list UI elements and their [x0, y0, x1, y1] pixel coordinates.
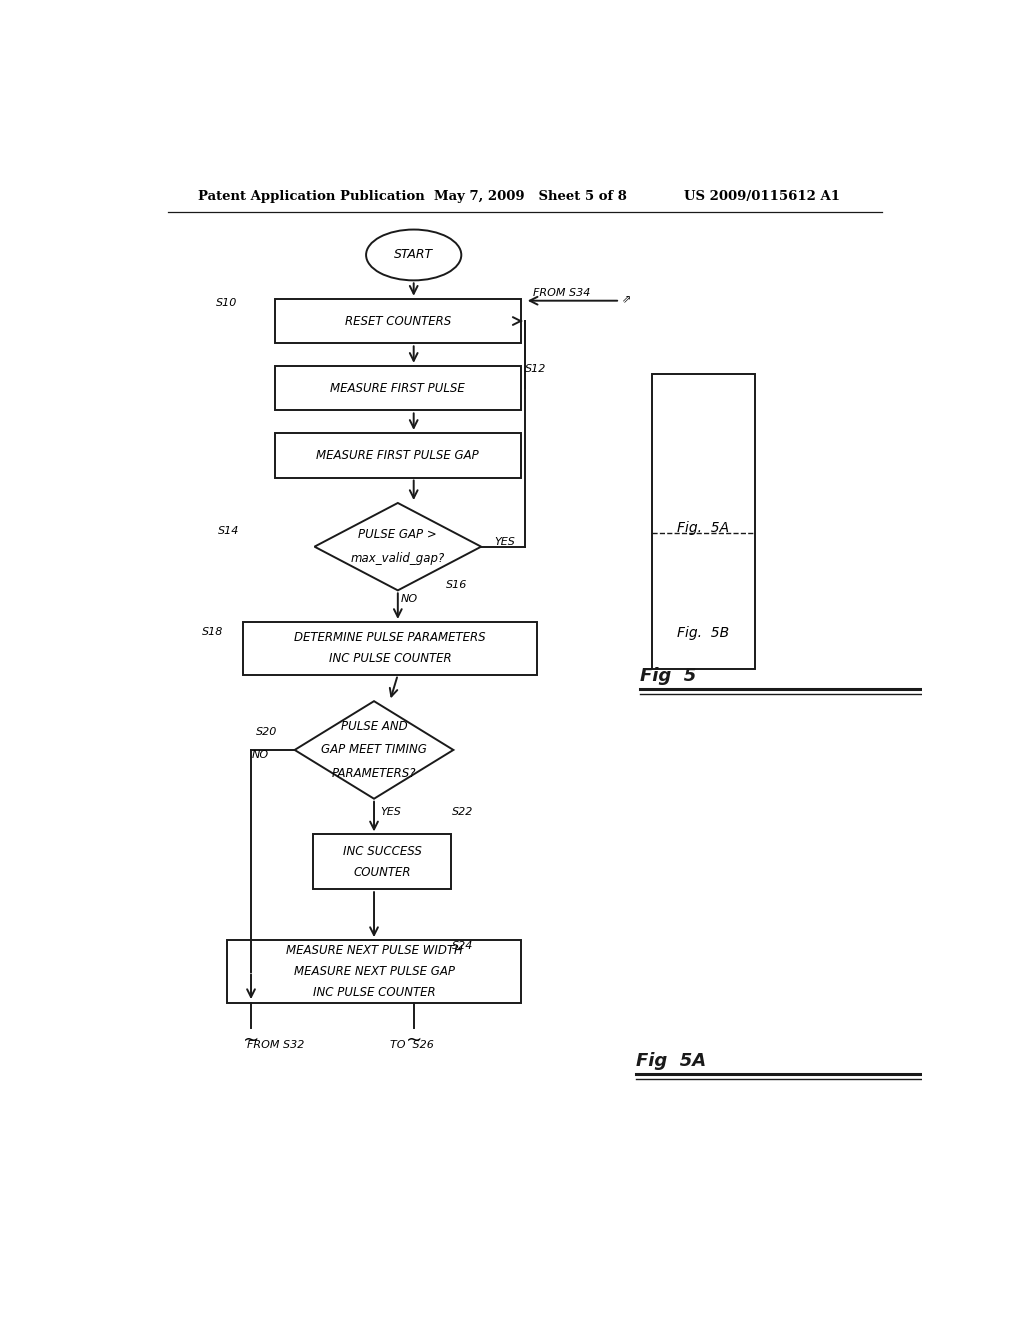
Text: Fig.  5A: Fig. 5A	[677, 521, 729, 536]
Text: ~: ~	[243, 1031, 259, 1051]
Text: Fig  5A: Fig 5A	[636, 1052, 706, 1071]
Text: Fig.  5B: Fig. 5B	[677, 626, 729, 640]
Bar	[312, 834, 452, 890]
Text: S16: S16	[445, 581, 467, 590]
Text: US 2009/0115612 A1: US 2009/0115612 A1	[684, 190, 840, 202]
Text: COUNTER: COUNTER	[353, 866, 411, 879]
Text: MEASURE FIRST PULSE: MEASURE FIRST PULSE	[331, 381, 465, 395]
Text: S10: S10	[216, 298, 238, 308]
Text: MEASURE FIRST PULSE GAP: MEASURE FIRST PULSE GAP	[316, 449, 479, 462]
Text: RESET COUNTERS: RESET COUNTERS	[345, 314, 451, 327]
Text: NO: NO	[252, 750, 269, 760]
Text: S18: S18	[202, 627, 223, 638]
Text: FROM S32: FROM S32	[247, 1040, 304, 1049]
Text: INC SUCCESS: INC SUCCESS	[342, 845, 422, 858]
Text: S22: S22	[452, 807, 473, 817]
Text: S20: S20	[256, 726, 278, 737]
Text: START: START	[394, 248, 433, 261]
Text: TO  S26: TO S26	[390, 1040, 434, 1049]
Text: S24: S24	[452, 941, 473, 952]
Bar	[274, 433, 521, 478]
Bar	[227, 940, 521, 1003]
Text: PULSE AND: PULSE AND	[341, 721, 408, 733]
Text: GAP MEET TIMING: GAP MEET TIMING	[322, 743, 427, 756]
Text: DETERMINE PULSE PARAMETERS: DETERMINE PULSE PARAMETERS	[294, 631, 485, 644]
Text: INC PULSE COUNTER: INC PULSE COUNTER	[329, 652, 452, 665]
Text: Fig  5: Fig 5	[640, 667, 696, 685]
Text: ⇗: ⇗	[622, 296, 631, 306]
Bar	[274, 366, 521, 411]
Text: May 7, 2009   Sheet 5 of 8: May 7, 2009 Sheet 5 of 8	[433, 190, 627, 202]
Text: S12: S12	[524, 364, 546, 374]
Text: FROM S34: FROM S34	[532, 288, 590, 297]
Bar	[652, 374, 755, 669]
Text: S14: S14	[218, 527, 240, 536]
Text: PARAMETERS?: PARAMETERS?	[332, 767, 417, 780]
Text: Patent Application Publication: Patent Application Publication	[198, 190, 425, 202]
Text: MEASURE NEXT PULSE WIDTH: MEASURE NEXT PULSE WIDTH	[286, 944, 463, 957]
Text: MEASURE NEXT PULSE GAP: MEASURE NEXT PULSE GAP	[294, 965, 455, 978]
Text: ~: ~	[406, 1031, 422, 1051]
Text: YES: YES	[495, 537, 515, 546]
Text: INC PULSE COUNTER: INC PULSE COUNTER	[312, 986, 435, 999]
Bar	[274, 298, 521, 343]
Text: PULSE GAP >: PULSE GAP >	[358, 528, 437, 541]
Text: NO: NO	[400, 594, 418, 603]
Bar	[243, 622, 537, 675]
Text: max_valid_gap?: max_valid_gap?	[350, 552, 445, 565]
Text: YES: YES	[380, 807, 401, 817]
